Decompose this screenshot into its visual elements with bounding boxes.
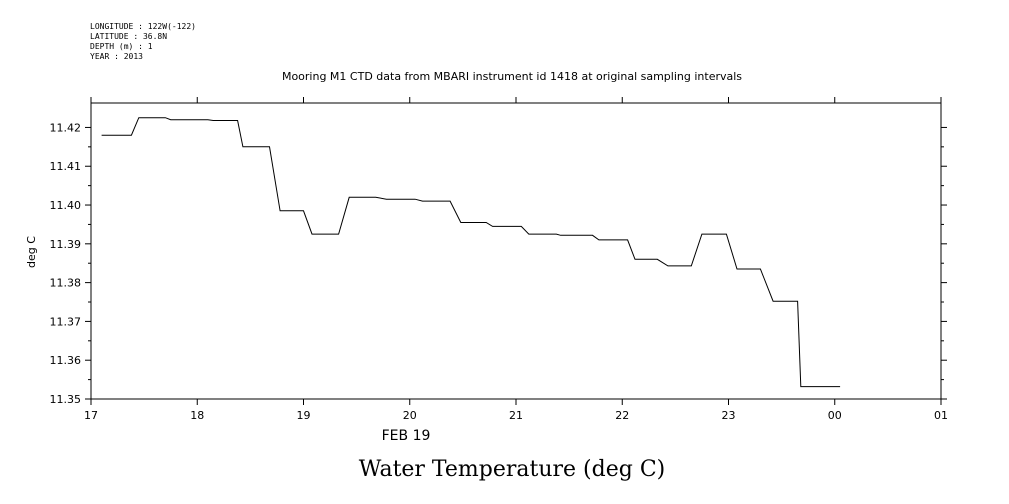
- depth-label: DEPTH (m) : 1: [90, 42, 153, 51]
- chart-title: Mooring M1 CTD data from MBARI instrumen…: [282, 70, 742, 83]
- metadata-block: LONGITUDE : 122W(-122) LATITUDE : 36.8N …: [90, 22, 196, 62]
- y-tick-label: 11.38: [50, 277, 82, 290]
- x-tick-label: 20: [403, 409, 417, 422]
- x-tick-label: 01: [934, 409, 948, 422]
- x-tick-label: 19: [297, 409, 311, 422]
- x-tick-label: 17: [84, 409, 98, 422]
- latitude-label: LATITUDE : 36.8N: [90, 32, 168, 41]
- temperature-series-line: [101, 117, 841, 388]
- y-axis-label: deg C: [25, 236, 38, 268]
- y-tick-label: 11.37: [50, 315, 82, 328]
- y-tick-label: 11.40: [50, 199, 82, 212]
- bottom-title: Water Temperature (deg C): [359, 457, 666, 482]
- x-tick-label: 18: [190, 409, 204, 422]
- y-tick-label: 11.42: [50, 121, 82, 134]
- axis-ticks: 17 18 19 20 21 22 23 00 01 11.35 11.36 11.37 11.38 11…: [50, 97, 948, 422]
- y-tick-label: 11.36: [50, 354, 82, 367]
- y-tick-label: 11.41: [50, 160, 82, 173]
- year-label: YEAR : 2013: [90, 52, 143, 61]
- x-tick-label: 22: [615, 409, 629, 422]
- x-tick-label: 00: [828, 409, 842, 422]
- x-tick-label: 21: [509, 409, 523, 422]
- x-axis-date-label: FEB 19: [382, 428, 431, 444]
- x-tick-label: 23: [722, 409, 736, 422]
- plot-frame: [90, 102, 942, 400]
- y-tick-label: 11.39: [50, 238, 82, 251]
- longitude-label: LONGITUDE : 122W(-122): [90, 22, 196, 31]
- y-tick-label: 11.35: [50, 393, 82, 406]
